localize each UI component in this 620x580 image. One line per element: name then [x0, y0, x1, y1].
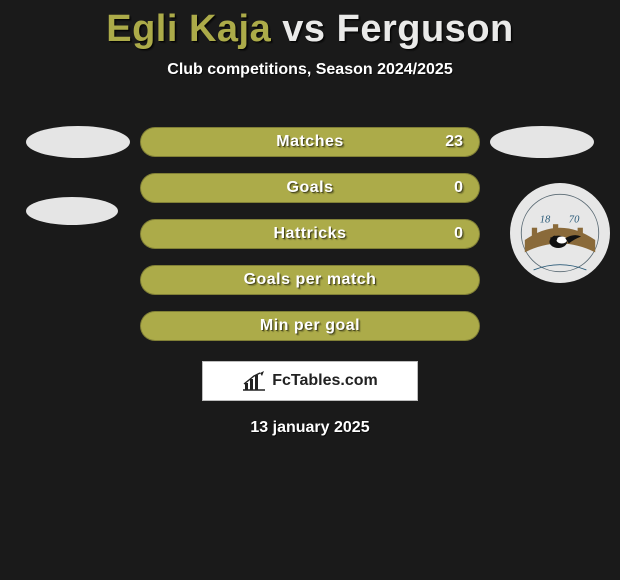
- stat-row: Goals per match: [0, 257, 620, 303]
- stat-label: Min per goal: [260, 317, 360, 335]
- stat-value-right: 0: [454, 179, 463, 197]
- stat-bar: Goals per match: [140, 265, 480, 295]
- player-right-name: Ferguson: [337, 8, 514, 50]
- vs-separator: vs: [271, 8, 336, 50]
- stat-bar: Hattricks 0: [140, 219, 480, 249]
- brand-attribution[interactable]: FcTables.com: [202, 361, 418, 401]
- player-left-name: Egli Kaja: [106, 8, 271, 50]
- right-player-badge: [490, 126, 594, 158]
- bar-chart-icon: [242, 371, 266, 391]
- stat-label: Matches: [276, 133, 344, 151]
- subtitle: Club competitions, Season 2024/2025: [0, 61, 620, 79]
- stat-row: Goals 0: [0, 165, 620, 211]
- stat-value-right: 23: [445, 133, 463, 151]
- stat-row: Hattricks 0: [0, 211, 620, 257]
- stat-label: Goals per match: [244, 271, 377, 289]
- stat-bar: Goals 0: [140, 173, 480, 203]
- stat-row: Min per goal: [0, 303, 620, 349]
- stat-row: Matches 23: [0, 119, 620, 165]
- stat-bar: Matches 23: [140, 127, 480, 157]
- stat-bar: Min per goal: [140, 311, 480, 341]
- comparison-grid: 18 70 Matches23Goals0Hattricks0Goals per…: [0, 119, 620, 349]
- stat-value-right: 0: [454, 225, 463, 243]
- snapshot-date: 13 january 2025: [0, 419, 620, 437]
- brand-text: FcTables.com: [272, 372, 378, 390]
- stat-label: Hattricks: [274, 225, 347, 243]
- page-title: Egli Kaja vs Ferguson: [0, 0, 620, 51]
- left-player-badge: [26, 126, 130, 158]
- stat-label: Goals: [287, 179, 334, 197]
